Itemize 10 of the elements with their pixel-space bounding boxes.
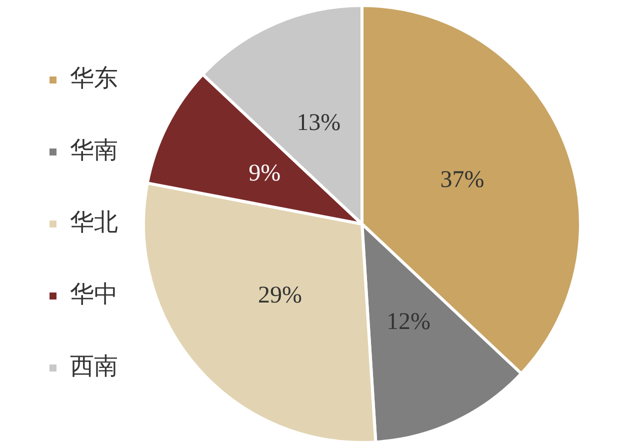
data-label: 37% [440,166,484,193]
data-label: 9% [248,160,281,187]
legend-label: 华南 [70,136,118,164]
legend-label: 华中 [70,280,118,308]
data-label: 13% [296,110,341,136]
legend-label: 华东 [70,64,118,92]
legend-label: 华北 [70,208,118,236]
data-label: 12% [386,309,431,336]
legend-label: 西南 [70,352,118,380]
data-label: 29% [258,282,302,309]
